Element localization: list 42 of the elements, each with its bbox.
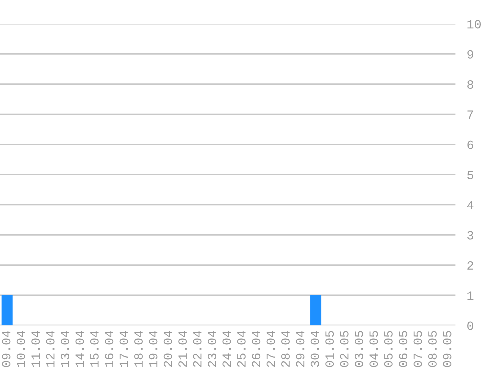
x-tick-label: 29.04: [296, 331, 305, 368]
y-tick-label: 1: [468, 292, 474, 300]
x-tick-label: 13.04: [61, 331, 70, 368]
x-tick-label: 09.04: [2, 331, 11, 368]
x-tick-label: 26.04: [252, 331, 261, 368]
y-tick-label: 7: [468, 110, 474, 120]
x-tick-label: 16.04: [105, 331, 114, 368]
y-tick-label: 4: [467, 201, 474, 210]
x-tick-label: 12.04: [46, 331, 55, 368]
y-tick-label: 6: [468, 140, 474, 150]
x-tick-label: 25.04: [237, 331, 246, 368]
x-tick-label: 21.04: [178, 331, 188, 368]
y-tick-label: 5: [468, 171, 474, 180]
y-tick-label: 0: [468, 322, 474, 330]
x-tick-label: 08.05: [428, 331, 437, 368]
x-tick-label: 27.04: [266, 331, 276, 368]
x-tick-label: 19.04: [149, 331, 158, 368]
y-tick-label: 9: [468, 50, 474, 59]
x-tick-label: 18.04: [134, 331, 143, 368]
x-tick-label: 03.05: [354, 331, 364, 368]
x-tick-label: 28.04: [282, 331, 290, 368]
x-tick-label: 20.04: [164, 331, 172, 368]
x-tick-label: 02.05: [340, 331, 349, 368]
y-tick-label: 2: [468, 261, 474, 270]
x-tick-label: 15.04: [90, 331, 99, 368]
x-tick-label: 10.04: [16, 331, 26, 368]
x-tick-label: 01.05: [326, 331, 334, 368]
x-tick-label: 24.04: [222, 331, 232, 368]
x-tick-label: 06.05: [399, 331, 408, 368]
x-tick-label: 11.04: [32, 331, 40, 368]
x-tick-label: 14.04: [76, 331, 84, 368]
x-tick-label: 04.05: [370, 331, 378, 368]
x-tick-label: 22.04: [193, 331, 202, 368]
x-tick-label: 17.04: [120, 331, 128, 368]
y-tick-label: 3: [468, 231, 474, 240]
x-tick-label: 05.05: [384, 331, 393, 368]
x-tick-label: 23.04: [208, 331, 216, 368]
x-tick-label: 30.04: [310, 331, 320, 368]
x-tick-label: 09.05: [443, 331, 452, 368]
x-tick-label: 07.05: [414, 331, 422, 368]
y-tick-label: 10: [468, 20, 482, 29]
y-tick-label: 8: [468, 80, 474, 90]
